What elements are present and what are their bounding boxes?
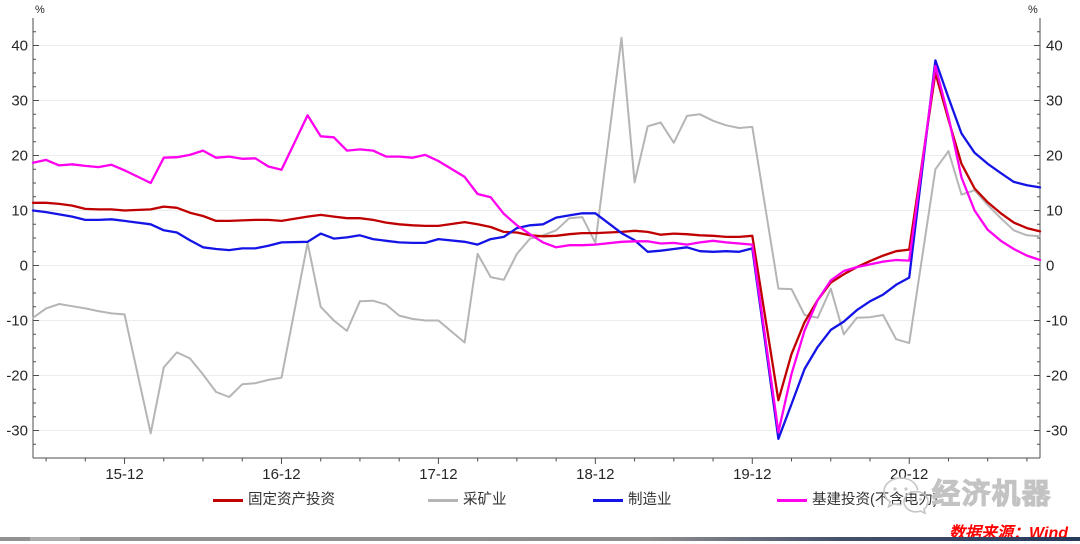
series-line-manufacturing bbox=[31, 59, 1042, 440]
y-tick-label-left: 20 bbox=[11, 148, 28, 165]
y-tick-label-left: 40 bbox=[11, 38, 28, 55]
x-tick-label: 18-12 bbox=[576, 466, 614, 483]
legend-swatch-infra bbox=[777, 498, 807, 502]
y-tick-label-left: -10 bbox=[6, 313, 28, 330]
series-line-infra bbox=[31, 64, 1042, 434]
legend-swatch-mining bbox=[428, 498, 458, 502]
y-tick-label-right: 0 bbox=[1046, 258, 1054, 275]
bottom-scrollbar-thumb[interactable] bbox=[30, 537, 80, 541]
legend-label-manufacturing: 制造业 bbox=[628, 492, 672, 508]
legend-label-fai: 固定资产投资 bbox=[248, 492, 335, 508]
wechat-icon bbox=[883, 477, 929, 514]
series-line-fai bbox=[31, 71, 1042, 402]
x-tick-label: 15-12 bbox=[105, 466, 143, 483]
legend-swatch-manufacturing bbox=[593, 498, 623, 502]
y-tick-label-left: -20 bbox=[6, 368, 28, 385]
y-tick-label-left: 30 bbox=[11, 93, 28, 110]
y-tick-label-right: 10 bbox=[1046, 203, 1063, 220]
y-tick-label-right: 40 bbox=[1046, 38, 1063, 55]
brand-name: 经济机器 bbox=[931, 477, 1053, 509]
y-tick-label-right: 20 bbox=[1046, 148, 1063, 165]
legend-item-mining: 采矿业 bbox=[428, 492, 507, 508]
y-tick-label-left: 0 bbox=[20, 258, 28, 275]
x-tick-label: 17-12 bbox=[419, 466, 457, 483]
y-tick-label-right: 30 bbox=[1046, 93, 1063, 110]
legend-item-fai: 固定资产投资 bbox=[213, 492, 335, 508]
y-tick-label-right: -10 bbox=[1046, 313, 1068, 330]
bottom-scrollbar-track bbox=[0, 537, 1080, 541]
x-tick-label: 16-12 bbox=[262, 466, 300, 483]
legend-item-manufacturing: 制造业 bbox=[593, 492, 672, 508]
y-axis-unit-left: % bbox=[35, 4, 45, 16]
y-tick-label-left: -30 bbox=[6, 423, 28, 440]
chart-canvas: -30 -30 -20 -20 -10 -10 0 0 10 10 20 20 30 30 40 40% % 15… bbox=[6, 4, 1068, 483]
legend-swatch-fai bbox=[213, 498, 243, 502]
x-tick-label: 19-12 bbox=[733, 466, 771, 483]
brand-watermark: 经济机器 bbox=[880, 474, 1080, 514]
legend-label-mining: 采矿业 bbox=[463, 492, 507, 508]
y-tick-label-right: -20 bbox=[1046, 368, 1068, 385]
y-axis-unit-right: % bbox=[1028, 4, 1038, 16]
y-tick-label-left: 10 bbox=[11, 203, 28, 220]
y-tick-label-right: -30 bbox=[1046, 423, 1068, 440]
